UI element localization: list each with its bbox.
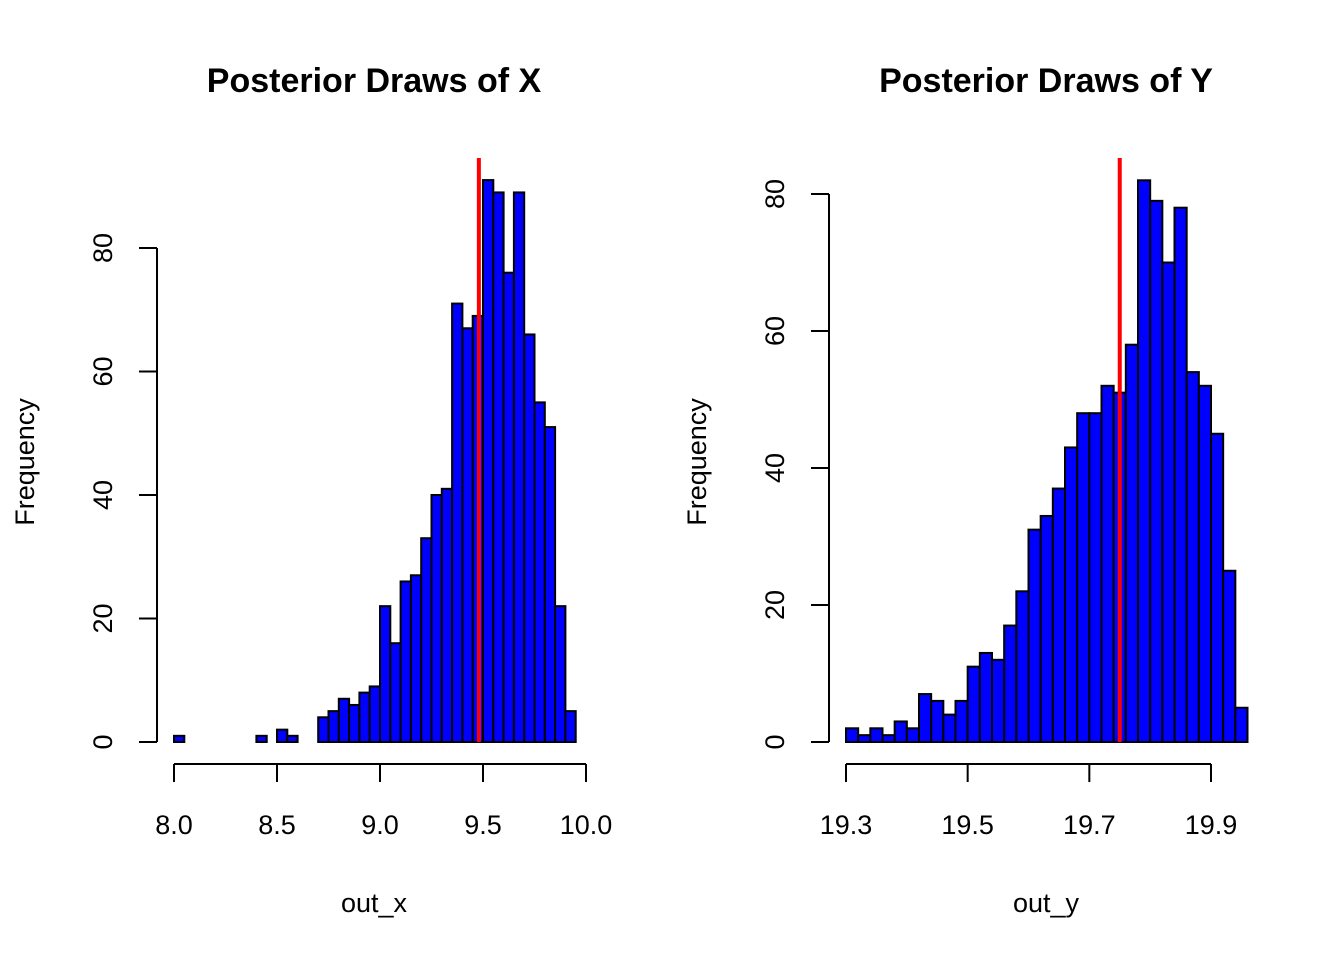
y-tick-label: 0: [88, 734, 118, 749]
histogram-bar: [337, 697, 351, 744]
y-tick-label: 60: [88, 356, 118, 386]
histogram-bar: [1161, 261, 1176, 743]
y-tick-label: 20: [760, 590, 790, 620]
x-axis-label-x: out_x: [341, 888, 408, 918]
histogram-bar: [1210, 432, 1225, 743]
y-tick-label: 80: [88, 233, 118, 263]
x-tick-label: 19.5: [941, 810, 994, 840]
histogram-bar: [440, 487, 454, 744]
histogram-bar: [482, 179, 495, 743]
histogram-bar: [1137, 179, 1152, 744]
y-tick-label: 0: [760, 734, 790, 749]
histogram-bar: [512, 191, 526, 744]
x-ticks-x: 8.0 8.5 9.0 9.5 10.0: [155, 764, 612, 840]
histogram-bar: [327, 710, 340, 743]
histogram-bar: [173, 734, 186, 744]
x-tick-label: 8.5: [258, 810, 296, 840]
histogram-bar: [399, 580, 412, 744]
histogram-bar: [379, 605, 392, 744]
histogram-bar: [991, 658, 1006, 743]
histogram-bar: [451, 302, 464, 743]
histogram-bar: [1222, 569, 1237, 743]
histogram-bar: [1003, 624, 1018, 743]
histogram-bar: [845, 727, 860, 743]
y-tick-label: 40: [88, 480, 118, 510]
y-ticks-y: 0 20 40 60 80: [760, 179, 829, 750]
x-ticks-y: 19.3 19.5 19.7 19.9: [820, 764, 1238, 840]
histogram-bar: [1100, 384, 1115, 743]
histogram-bar: [492, 191, 505, 744]
y-axis-label-x: Frequency: [10, 398, 40, 526]
y-tick-label: 60: [760, 316, 790, 346]
histogram-bar: [942, 713, 957, 743]
histogram-bar: [905, 727, 920, 743]
histogram-bar: [286, 734, 299, 744]
y-ticks-x: 0 20 40 60 80: [88, 233, 157, 750]
histogram-bar: [893, 720, 908, 744]
x-tick-label: 9.5: [464, 810, 502, 840]
histogram-bar: [1051, 487, 1067, 743]
histogram-bar: [1173, 206, 1188, 743]
histogram-bar: [869, 727, 884, 743]
histogram-bar: [1076, 412, 1091, 743]
histogram-bar: [1149, 199, 1164, 744]
histogram-bar: [543, 426, 557, 743]
histogram-bar: [954, 699, 969, 744]
histogram-panel-x: Posterior Draws of X 0 20 40 60 80 8.0 8.5 9.0…: [10, 62, 612, 918]
histogram-bar: [930, 699, 945, 744]
histogram-bar: [533, 401, 546, 743]
histogram-bar: [420, 537, 433, 743]
x-axis-label-y: out_y: [1013, 888, 1080, 918]
histogram-bar: [523, 333, 536, 743]
x-tick-label: 19.3: [820, 810, 873, 840]
histogram-bar: [502, 271, 515, 743]
x-tick-label: 19.9: [1185, 810, 1238, 840]
histogram-bar: [857, 734, 872, 744]
histogram-bar: [1027, 528, 1042, 744]
bars-y: [845, 179, 1249, 744]
x-tick-label: 9.0: [361, 810, 399, 840]
histogram-bar: [978, 651, 993, 744]
histogram-bar: [881, 734, 896, 744]
histogram-bar: [918, 693, 933, 743]
histogram-bar: [554, 605, 567, 744]
histogram-bar: [1197, 384, 1213, 743]
bars-x: [173, 179, 577, 744]
histogram-bar: [409, 574, 423, 744]
histogram-bar: [1015, 590, 1030, 743]
histogram-bar: [564, 710, 577, 743]
histogram-bar: [276, 728, 289, 744]
x-tick-label: 19.7: [1063, 810, 1116, 840]
histogram-bar: [1064, 446, 1079, 743]
histogram-bar: [1124, 343, 1140, 743]
histogram-bar: [389, 642, 402, 744]
histogram-bar: [255, 734, 268, 744]
histogram-bar: [358, 691, 371, 743]
chart-title-y: Posterior Draws of Y: [879, 62, 1213, 100]
y-tick-label: 80: [760, 179, 790, 209]
histogram-bar: [1088, 412, 1103, 743]
histogram-bar: [1185, 371, 1200, 743]
x-tick-label: 10.0: [560, 810, 613, 840]
y-tick-label: 40: [760, 453, 790, 483]
histogram-bar: [317, 716, 330, 743]
y-tick-label: 20: [88, 603, 118, 633]
chart-title-x: Posterior Draws of X: [207, 62, 542, 100]
histogram-bar: [461, 327, 474, 743]
histogram-bar: [368, 685, 382, 743]
histogram-bar: [966, 665, 981, 744]
y-axis-label-y: Frequency: [682, 398, 712, 526]
histogram-bar: [1234, 706, 1249, 743]
x-tick-label: 8.0: [155, 810, 193, 840]
histogram-bar: [430, 494, 443, 743]
histogram-bar: [1039, 514, 1054, 744]
histogram-bar: [348, 703, 361, 744]
